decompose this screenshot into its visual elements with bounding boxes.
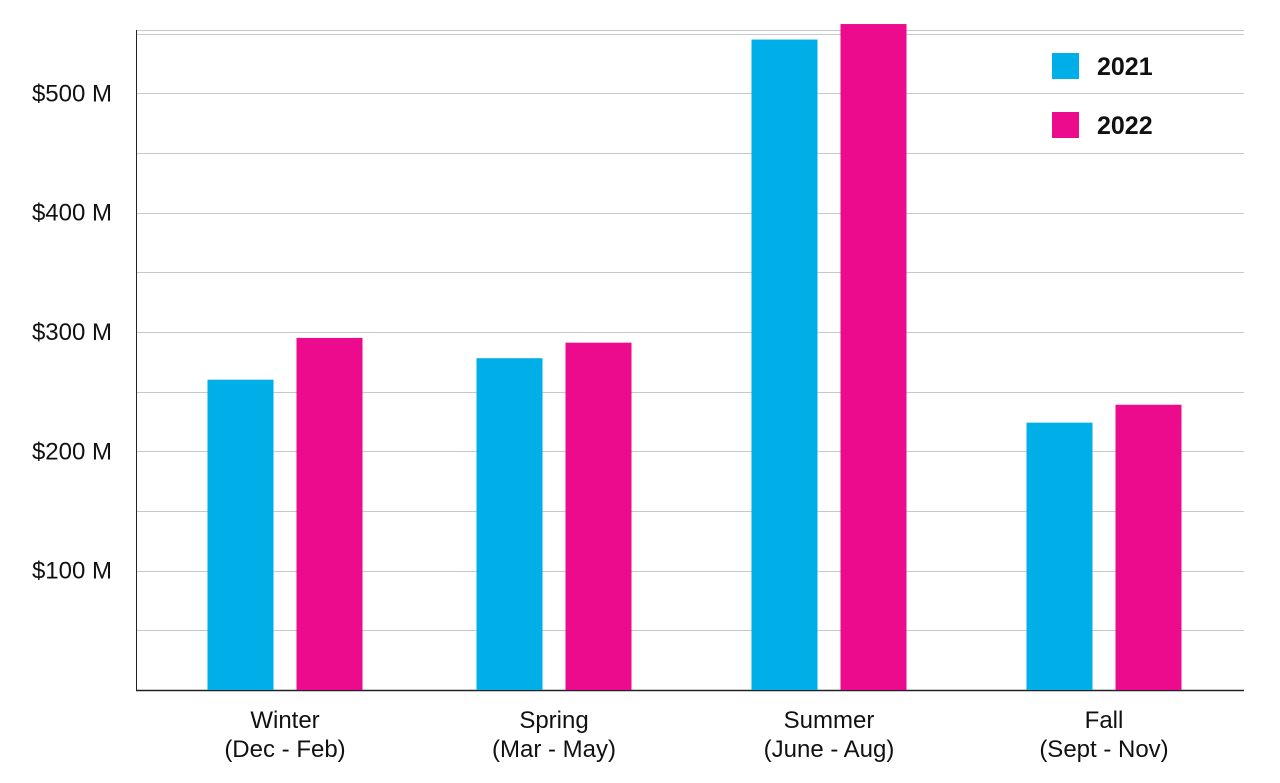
- bar-2022-fall: [1115, 404, 1182, 690]
- y-tick-label: $400 M: [32, 200, 112, 227]
- bars: [207, 24, 1182, 691]
- x-category-label: Winter (Dec - Feb): [224, 707, 345, 763]
- x-category-label-line: Winter: [250, 707, 319, 734]
- y-tick-labels: $100 M $200 M $300 M $400 M $500 M: [32, 80, 112, 584]
- x-category-label: Fall (Sept - Nov): [1039, 707, 1168, 763]
- legend-label-2021: 2021: [1097, 53, 1153, 81]
- legend-swatch-2022: [1052, 112, 1079, 138]
- bar-2021-summer: [751, 39, 818, 691]
- x-category-labels: Winter (Dec - Feb) Spring (Mar - May) Summer…: [224, 707, 1168, 763]
- bar-2021-fall: [1026, 422, 1093, 690]
- axes: [136, 30, 1244, 692]
- x-category-label-line: Spring: [519, 707, 588, 734]
- x-category-label-line: Summer: [784, 707, 875, 734]
- bar-2021-winter: [207, 379, 274, 690]
- x-category-label-line: (June - Aug): [764, 736, 895, 763]
- legend: 2021 2022: [1052, 53, 1153, 140]
- x-category-label-line: (Dec - Feb): [224, 736, 345, 763]
- x-category-label-line: (Mar - May): [492, 736, 616, 763]
- bar-2021-spring: [476, 358, 543, 690]
- y-tick-label: $300 M: [32, 319, 112, 346]
- x-category-label: Summer (June - Aug): [764, 707, 895, 763]
- x-category-label: Spring (Mar - May): [492, 707, 616, 763]
- bar-2022-winter: [296, 337, 363, 690]
- y-tick-label: $100 M: [32, 558, 112, 585]
- bar-2022-summer: [840, 24, 907, 691]
- bar-2022-spring: [565, 342, 632, 690]
- x-category-label-line: Fall: [1085, 707, 1124, 734]
- y-tick-label: $500 M: [32, 80, 112, 107]
- y-tick-label: $200 M: [32, 438, 112, 465]
- x-category-label-line: (Sept - Nov): [1039, 736, 1168, 763]
- legend-swatch-2021: [1052, 53, 1079, 79]
- legend-label-2022: 2022: [1097, 112, 1153, 140]
